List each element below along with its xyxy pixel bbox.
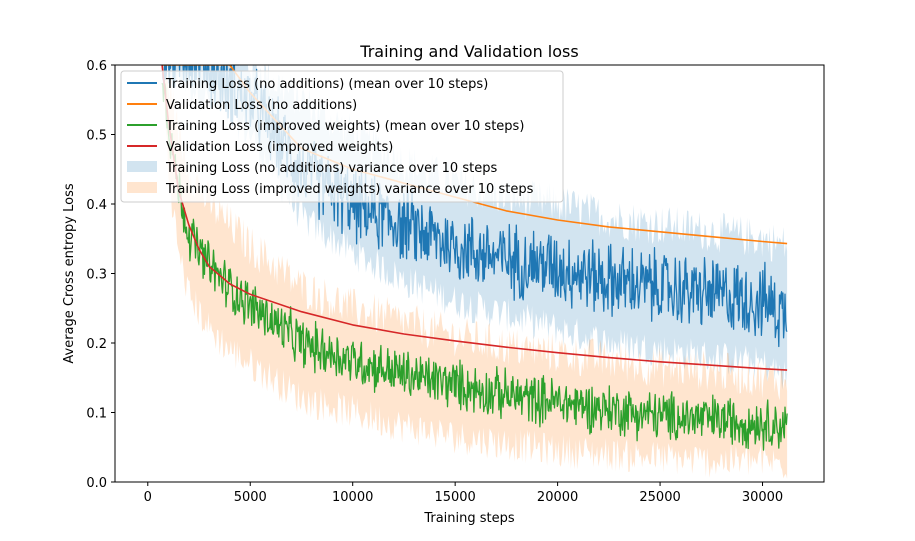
y-tick-label: 0.5 [86, 129, 107, 144]
y-axis-ticks: 0.0 0.1 0.2 0.3 0.4 0.5 0.6 [86, 59, 115, 491]
legend-box [120, 70, 564, 203]
x-axis-label: Training steps [423, 511, 515, 526]
legend-label: Training Loss (improved weights) varianc… [165, 182, 534, 197]
series-line-4 [161, 65, 788, 371]
y-tick-label: 0.6 [86, 59, 107, 74]
x-tick-label: 5000 [234, 490, 267, 505]
y-axis-label: Average Cross entropy Loss [62, 183, 77, 363]
y-tick-label: 0.3 [86, 268, 107, 283]
legend-label: Training Loss (no additions) variance ov… [165, 161, 497, 176]
legend-swatch [127, 161, 157, 172]
variance-band-2 [162, 65, 788, 479]
x-axis-ticks: 0 5000 10000 15000 20000 25000 30000 [144, 482, 783, 505]
y-tick-label: 0.1 [86, 407, 107, 422]
chart-title: Training and Validation loss [359, 42, 578, 61]
legend-label: Validation Loss (improved weights) [166, 140, 393, 155]
legend-label: Training Loss (no additions) (mean over … [165, 77, 488, 92]
x-tick-label: 25000 [639, 490, 680, 505]
legend-swatch [127, 182, 157, 193]
x-tick-label: 30000 [742, 490, 783, 505]
x-tick-label: 10000 [332, 490, 373, 505]
legend-label: Validation Loss (no additions) [166, 98, 357, 113]
x-tick-label: 20000 [537, 490, 578, 505]
y-tick-label: 0.0 [86, 476, 107, 491]
y-tick-label: 0.4 [86, 198, 107, 213]
legend-label: Training Loss (improved weights) (mean o… [165, 119, 524, 134]
x-tick-label: 15000 [434, 490, 475, 505]
x-tick-label: 0 [144, 490, 152, 505]
y-tick-label: 0.2 [86, 337, 107, 352]
legend: Training Loss (no additions) (mean over … [120, 70, 564, 203]
